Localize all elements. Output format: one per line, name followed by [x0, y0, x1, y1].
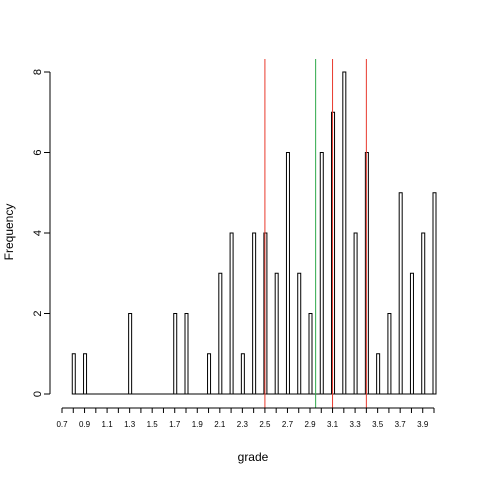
x-tick-label: 2.9 [304, 420, 316, 429]
histogram-bar [421, 232, 426, 395]
y-tick-label: 6 [32, 149, 44, 155]
reference-lines-layer [264, 59, 367, 408]
x-tick-label: 1.3 [124, 420, 136, 429]
x-tick-label: 3.1 [327, 420, 339, 429]
histogram-bar [353, 232, 358, 395]
histogram-bar [432, 192, 437, 395]
histogram-bar [297, 272, 302, 395]
histogram-bar [376, 353, 381, 395]
histogram-bar [240, 353, 245, 395]
x-tick-label: 3.9 [417, 420, 429, 429]
histogram-bar [387, 313, 392, 395]
histogram-bar [218, 272, 223, 395]
x-tick-label: 1.7 [169, 420, 181, 429]
x-tick-label: 2.7 [282, 420, 294, 429]
y-axis: 0 2 4 6 8 [32, 69, 51, 397]
y-tick-label: 0 [32, 391, 44, 397]
x-tick-label: 0.7 [56, 420, 68, 429]
x-tick-label: 2.3 [237, 420, 249, 429]
histogram-bar [184, 313, 189, 395]
histogram-bar [274, 272, 279, 395]
x-tick-label: 1.9 [192, 420, 204, 429]
histogram-bar [128, 313, 133, 395]
histogram-bar [319, 152, 324, 395]
x-tick-label: 1.1 [102, 420, 114, 429]
x-tick-label: 1.5 [147, 420, 159, 429]
x-tick-label: 0.9 [79, 420, 91, 429]
x-axis-title: grade [238, 450, 269, 464]
x-tick-label: 3.5 [372, 420, 384, 429]
histogram-bar [83, 353, 88, 395]
y-axis-title: Frequency [2, 204, 16, 261]
x-axis: 0.7 0.9 1.1 1.3 1.5 1.7 1.9 2.1 2.3 2.5 2.7 2.9 3.1 3… [56, 407, 435, 429]
histogram-bar [308, 313, 313, 395]
x-tick-label: 2.1 [214, 420, 226, 429]
y-tick-label: 8 [32, 69, 44, 75]
x-tick-label: 2.5 [259, 420, 271, 429]
histogram-bar [173, 313, 178, 395]
histogram-bar [342, 71, 347, 395]
histogram-bar [252, 232, 257, 395]
histogram-bar [285, 152, 290, 395]
histogram-bar [71, 353, 76, 395]
y-tick-label: 2 [32, 310, 44, 316]
y-tick-label: 4 [32, 230, 44, 236]
histogram-bar [398, 192, 403, 395]
histogram-bar [229, 232, 234, 395]
x-tick-label: 3.3 [350, 420, 362, 429]
histogram-bar [409, 272, 414, 395]
bars-layer [71, 71, 437, 395]
histogram-bar [207, 353, 212, 395]
x-tick-label: 3.7 [395, 420, 407, 429]
